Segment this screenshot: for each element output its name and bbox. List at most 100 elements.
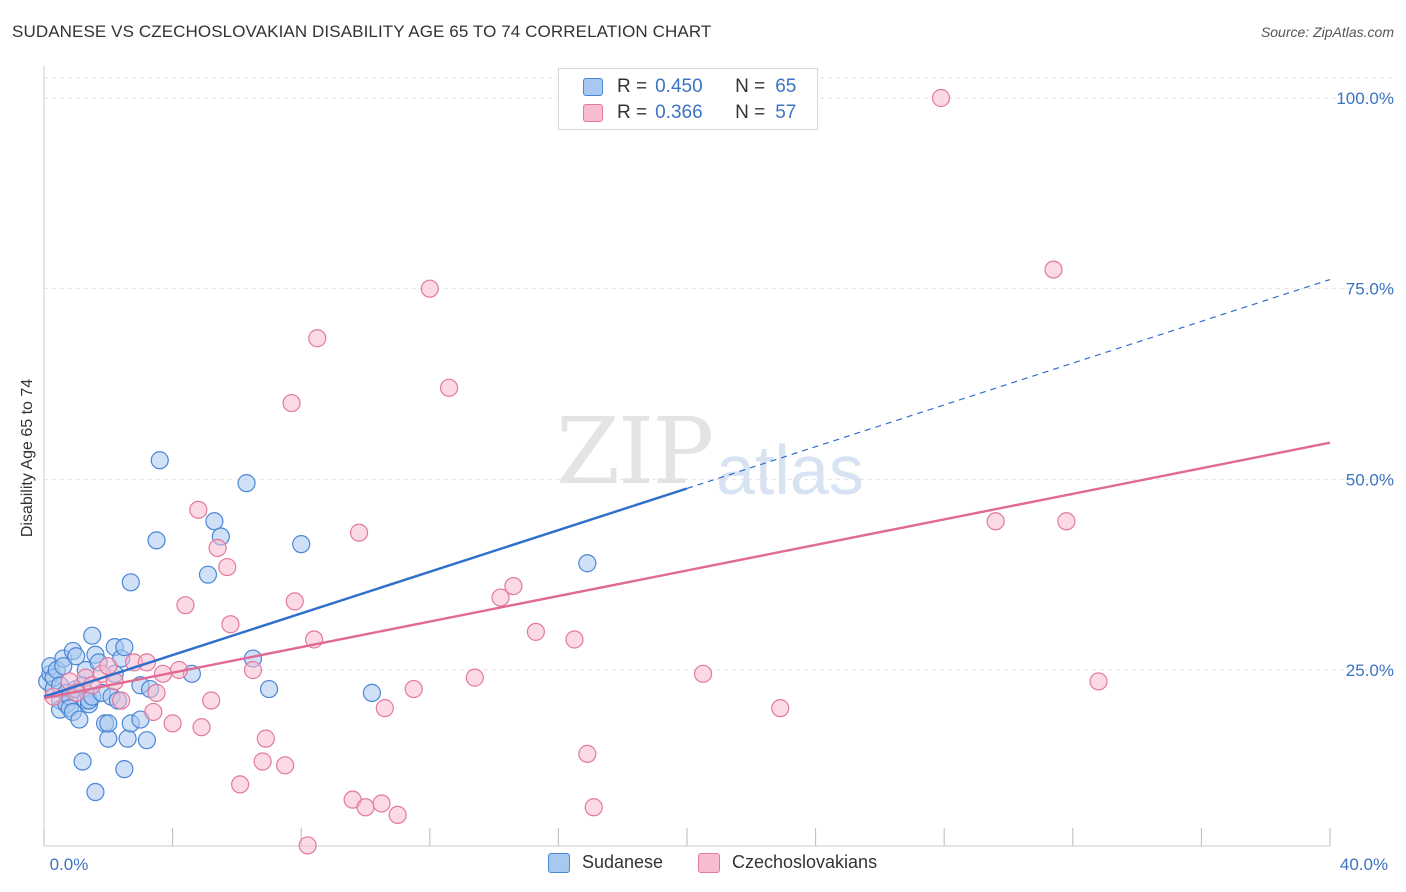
sudanese-point xyxy=(147,531,166,550)
czech-trendline xyxy=(43,441,1331,700)
czech-point xyxy=(256,729,275,748)
czech-legend-swatch xyxy=(698,852,720,873)
czech-point xyxy=(192,718,211,737)
x-tick-label-min: 0.0% xyxy=(50,855,89,874)
sudanese-point xyxy=(70,710,89,729)
sudanese-point xyxy=(118,729,137,748)
sudanese-point xyxy=(292,535,311,554)
sudanese-legend-swatch xyxy=(548,852,570,873)
legend-item-sudanese: Sudanese xyxy=(548,852,663,873)
sudanese-point xyxy=(86,782,105,802)
r-value: 0.366 xyxy=(655,102,703,123)
source-label: Source: ZipAtlas.com xyxy=(1260,24,1394,40)
czech-point xyxy=(1089,672,1108,691)
correlation-legend: R = 0.450 N = 65 R = 0.366 N = 57 xyxy=(558,68,818,130)
sudanese-point xyxy=(578,554,597,573)
czech-swatch xyxy=(583,104,603,122)
y-axis-label: Disability Age 65 to 74 xyxy=(19,378,36,538)
n-value: 57 xyxy=(775,102,797,123)
czech-point xyxy=(349,523,369,542)
sudanese-point xyxy=(115,638,134,657)
czech-point xyxy=(388,805,407,825)
czech-point xyxy=(176,596,195,615)
czech-point xyxy=(243,660,263,680)
sudanese-point xyxy=(67,647,86,666)
sudanese-point xyxy=(99,714,118,733)
czech-point xyxy=(276,756,295,775)
czech-point xyxy=(147,683,166,702)
sudanese-trendline-extension xyxy=(686,278,1331,490)
czech-point xyxy=(986,512,1005,531)
czech-point xyxy=(112,691,131,710)
series-legend: Sudanese Czechoslovakians xyxy=(0,852,1406,878)
czech-point xyxy=(1044,260,1063,279)
y-tick-label: 25.0% xyxy=(1346,661,1394,680)
y-tick-label: 50.0% xyxy=(1346,470,1394,489)
czech-point xyxy=(163,714,182,733)
czech-point xyxy=(439,378,459,397)
sudanese-point xyxy=(362,683,382,702)
sudanese-point xyxy=(73,752,92,771)
r-label: R = xyxy=(617,102,648,123)
czech-point xyxy=(282,393,301,413)
sudanese-point xyxy=(259,679,279,699)
czech-point xyxy=(1057,512,1076,531)
czech-point xyxy=(218,557,237,577)
czech-point xyxy=(308,329,327,348)
legend-row-sudanese: R = 0.450 N = 65 xyxy=(583,75,796,99)
sudanese-trendline xyxy=(43,487,688,698)
czech-point xyxy=(504,577,523,596)
czech-point xyxy=(771,699,790,718)
legend-item-czechoslovakians: Czechoslovakians xyxy=(698,852,877,873)
czech-point xyxy=(221,615,240,634)
sudanese-point xyxy=(99,729,118,748)
czech-point xyxy=(202,691,221,710)
y-tick-label: 75.0% xyxy=(1346,280,1394,299)
sudanese-point xyxy=(198,565,218,584)
sudanese-point xyxy=(83,626,102,645)
czech-point xyxy=(372,794,391,813)
r-value: 0.450 xyxy=(655,76,703,97)
sudanese-point xyxy=(150,451,169,470)
n-value: 65 xyxy=(775,76,797,97)
czech-point xyxy=(231,775,250,794)
czech-point xyxy=(285,592,304,611)
chart-title: SUDANESE VS CZECHOSLOVAKIAN DISABILITY A… xyxy=(12,22,712,41)
legend-label-sudanese: Sudanese xyxy=(582,852,664,872)
czech-point xyxy=(298,836,317,855)
czech-point xyxy=(578,744,597,763)
y-tick-label: 100.0% xyxy=(1336,89,1394,108)
sudanese-point xyxy=(237,474,256,493)
czech-point xyxy=(420,279,439,298)
czech-point xyxy=(693,664,713,683)
sudanese-point xyxy=(115,760,134,779)
czech-point xyxy=(491,588,510,607)
r-label: R = xyxy=(617,76,648,97)
watermark-zip: ZIP xyxy=(556,398,714,505)
czech-point xyxy=(404,679,423,699)
czech-point xyxy=(189,500,208,519)
czech-point xyxy=(253,752,272,771)
sudanese-point xyxy=(54,657,73,676)
czech-point xyxy=(208,538,227,558)
czech-point xyxy=(526,622,545,641)
czech-point xyxy=(356,798,375,817)
sudanese-point xyxy=(205,512,224,531)
x-tick-label-max: 40.0% xyxy=(1340,855,1388,874)
czech-point xyxy=(375,699,394,718)
czech-point xyxy=(565,630,584,649)
watermark-atlas: atlas xyxy=(716,431,864,509)
legend-label-czechoslovakians: Czechoslovakians xyxy=(732,852,878,872)
n-label: N = xyxy=(735,102,766,123)
sudanese-point xyxy=(137,731,156,750)
czech-point xyxy=(584,798,603,817)
czech-point xyxy=(99,657,118,676)
sudanese-point xyxy=(121,573,140,592)
legend-row-czechoslovakians: R = 0.366 N = 57 xyxy=(583,101,796,125)
czech-point xyxy=(144,702,163,722)
sudanese-swatch xyxy=(583,78,603,96)
n-label: N = xyxy=(735,76,766,97)
czech-point xyxy=(465,668,484,687)
czech-point xyxy=(931,88,951,108)
